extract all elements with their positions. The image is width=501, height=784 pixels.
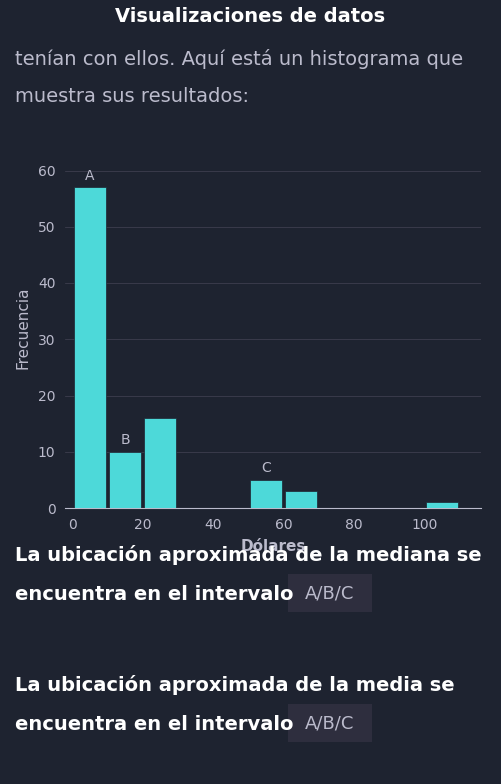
Bar bbox=[426, 503, 458, 508]
Bar bbox=[285, 491, 318, 508]
Text: muestra sus resultados:: muestra sus resultados: bbox=[15, 87, 249, 106]
X-axis label: Dólares: Dólares bbox=[240, 539, 306, 554]
Text: A/B/C: A/B/C bbox=[305, 714, 355, 732]
Text: A/B/C: A/B/C bbox=[305, 584, 355, 602]
Text: B: B bbox=[120, 434, 130, 447]
Bar bbox=[144, 418, 176, 508]
Text: C: C bbox=[261, 461, 271, 475]
FancyBboxPatch shape bbox=[288, 704, 372, 742]
Text: tenían con ellos. Aquí está un histograma que: tenían con ellos. Aquí está un histogram… bbox=[15, 49, 463, 69]
Text: La ubicación aproximada de la mediana se: La ubicación aproximada de la mediana se bbox=[15, 545, 481, 565]
Bar bbox=[74, 187, 106, 508]
Text: encuentra en el intervalo: encuentra en el intervalo bbox=[15, 585, 294, 604]
Bar bbox=[109, 452, 141, 508]
Text: encuentra en el intervalo: encuentra en el intervalo bbox=[15, 715, 294, 734]
Bar bbox=[250, 480, 282, 508]
Text: A: A bbox=[85, 169, 95, 183]
FancyBboxPatch shape bbox=[288, 574, 372, 612]
Y-axis label: Frecuencia: Frecuencia bbox=[16, 287, 31, 369]
Text: Visualizaciones de datos: Visualizaciones de datos bbox=[115, 6, 386, 26]
Text: La ubicación aproximada de la media se: La ubicación aproximada de la media se bbox=[15, 675, 454, 695]
